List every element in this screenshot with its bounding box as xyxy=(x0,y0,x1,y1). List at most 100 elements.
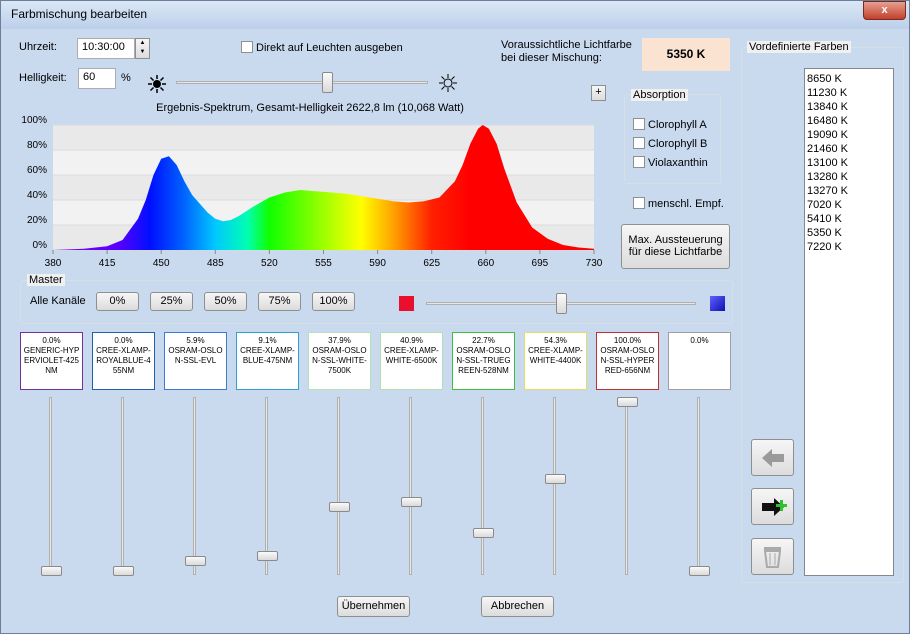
channel-thumb[interactable] xyxy=(41,566,62,576)
channel-track xyxy=(625,397,628,575)
preset-item[interactable]: 7020 K xyxy=(807,199,842,211)
time-spinner[interactable]: ▲ ▼ xyxy=(135,38,150,59)
absorption-label: Clorophyll B xyxy=(648,138,708,150)
channel-track xyxy=(481,397,484,575)
channel-name: CREE-XLAMP-ROYALBLUE-455NM xyxy=(96,346,151,375)
brightness-thumb[interactable] xyxy=(322,72,334,93)
max-button[interactable]: Max. Aussteuerung für diese Lichtfarbe xyxy=(621,224,730,269)
ok-button[interactable]: Übernehmen xyxy=(337,596,410,617)
absorption-checkbox[interactable]: Clorophyll B xyxy=(633,137,707,150)
master-button[interactable]: 75% xyxy=(258,292,301,311)
channel-thumb[interactable] xyxy=(689,566,710,576)
preset-item[interactable]: 13280 K xyxy=(807,171,848,183)
x-tick-label: 695 xyxy=(532,258,549,269)
master-button[interactable]: 0% xyxy=(96,292,139,311)
channel-thumb[interactable] xyxy=(545,474,566,485)
close-button[interactable]: x xyxy=(863,1,906,20)
x-tick-label: 520 xyxy=(261,258,278,269)
channel-thumb[interactable] xyxy=(617,397,638,407)
x-tick-label: 660 xyxy=(477,258,494,269)
brightness-label: Helligkeit: xyxy=(19,72,67,84)
x-tick-label: 485 xyxy=(207,258,224,269)
channel-name: OSRAM-OSLON-SSL-HYPERRED-656NM xyxy=(600,346,655,375)
channel-thumb[interactable] xyxy=(185,556,206,567)
channel-thumb[interactable] xyxy=(113,566,134,576)
preset-item[interactable]: 13100 K xyxy=(807,157,848,169)
master-button[interactable]: 50% xyxy=(204,292,247,311)
channel-box: 54.3% CREE-XLAMP-WHITE-4400K xyxy=(524,332,587,390)
absorption-label: Clorophyll A xyxy=(648,119,707,131)
y-tick-label: 60% xyxy=(27,165,47,176)
plus-button[interactable]: + xyxy=(591,85,606,101)
preset-item[interactable]: 7220 K xyxy=(807,241,842,253)
channel-value: 0.0% xyxy=(690,336,709,345)
time-input[interactable]: 10:30:00 xyxy=(77,38,135,59)
direct-output-checkbox[interactable]: Direkt auf Leuchten ausgeben xyxy=(241,41,403,54)
add-arrow-button[interactable] xyxy=(751,488,794,525)
preset-item[interactable]: 5410 K xyxy=(807,213,842,225)
arrow-left-icon xyxy=(762,449,784,467)
channel-thumb[interactable] xyxy=(473,527,494,538)
x-tick-label: 380 xyxy=(45,258,62,269)
preset-item[interactable]: 19090 K xyxy=(807,129,848,141)
grid-band xyxy=(53,125,594,150)
channel-name: OSRAM-OSLON-SSL-TRUEGREEN-528NM xyxy=(456,346,511,375)
channel-box: 0.0% xyxy=(668,332,731,390)
preset-item[interactable]: 5350 K xyxy=(807,227,842,239)
predicted-value: 5350 K xyxy=(642,38,730,71)
master-button[interactable]: 25% xyxy=(150,292,193,311)
max-label: für diese Lichtfarbe xyxy=(628,246,723,258)
channel-box: 22.7% OSRAM-OSLON-SSL-TRUEGREEN-528NM xyxy=(452,332,515,390)
red-swatch xyxy=(399,296,414,311)
channel-thumb[interactable] xyxy=(257,550,278,561)
channel-name: CREE-XLAMP-WHITE-6500K xyxy=(384,346,439,365)
mix-thumb[interactable] xyxy=(556,293,567,314)
channel-track xyxy=(553,397,556,575)
preset-item[interactable]: 13840 K xyxy=(807,101,848,113)
predicted-label: bei dieser Mischung: xyxy=(501,52,602,64)
x-tick-label: 450 xyxy=(153,258,170,269)
sun-light-icon xyxy=(439,74,457,92)
channel-name: GENERIC-HYPERVIOLET-425NM xyxy=(23,346,80,375)
channel-track xyxy=(409,397,412,575)
absorption-checkbox[interactable]: Clorophyll A xyxy=(633,118,707,131)
channel-value: 5.9% xyxy=(186,336,205,345)
channel-name: OSRAM-OSLON-SSL-EVL xyxy=(168,346,223,365)
cancel-button[interactable]: Abbrechen xyxy=(481,596,554,617)
channel-track xyxy=(121,397,124,575)
y-tick-label: 0% xyxy=(33,240,48,251)
delete-button[interactable] xyxy=(751,538,794,575)
brightness-input[interactable]: 60 xyxy=(78,68,116,89)
spectrum-area xyxy=(53,125,594,250)
preset-item[interactable]: 13270 K xyxy=(807,185,848,197)
channel-thumb[interactable] xyxy=(329,501,350,512)
all-channels-label: Alle Kanäle xyxy=(30,295,86,307)
blue-swatch xyxy=(710,296,725,311)
preset-item[interactable]: 21460 K xyxy=(807,143,848,155)
master-button[interactable]: 100% xyxy=(312,292,355,311)
absorption-checkbox[interactable]: Violaxanthin xyxy=(633,156,708,169)
human-checkbox[interactable]: menschl. Empf. xyxy=(633,197,724,210)
x-tick-label: 625 xyxy=(423,258,440,269)
y-tick-label: 100% xyxy=(21,115,47,126)
channel-box: 0.0% GENERIC-HYPERVIOLET-425NM xyxy=(20,332,83,390)
time-label: Uhrzeit: xyxy=(19,41,57,53)
x-tick-label: 415 xyxy=(99,258,116,269)
channel-box: 9.1% CREE-XLAMP-BLUE-475NM xyxy=(236,332,299,390)
y-tick-label: 40% xyxy=(27,190,47,201)
preset-item[interactable]: 16480 K xyxy=(807,115,848,127)
channel-thumb[interactable] xyxy=(401,496,422,507)
preset-item[interactable]: 11230 K xyxy=(807,87,848,99)
remove-arrow-button[interactable] xyxy=(751,439,794,476)
y-tick-label: 20% xyxy=(27,215,47,226)
channel-value: 0.0% xyxy=(114,336,133,345)
title-bar: Farbmischung bearbeiten x xyxy=(1,1,909,29)
x-tick-label: 730 xyxy=(586,258,603,269)
trash-icon xyxy=(763,547,782,568)
channel-box: 37.9% OSRAM-OSLON-SSL-WHITE-7500K xyxy=(308,332,371,390)
channel-value: 22.7% xyxy=(472,336,495,345)
spectrum-chart: Ergebnis-Spektrum, Gesamt-Helligkeit 262… xyxy=(21,102,603,269)
channel-track xyxy=(697,397,700,575)
preset-item[interactable]: 8650 K xyxy=(807,73,842,85)
channel-box: 0.0% CREE-XLAMP-ROYALBLUE-455NM xyxy=(92,332,155,390)
